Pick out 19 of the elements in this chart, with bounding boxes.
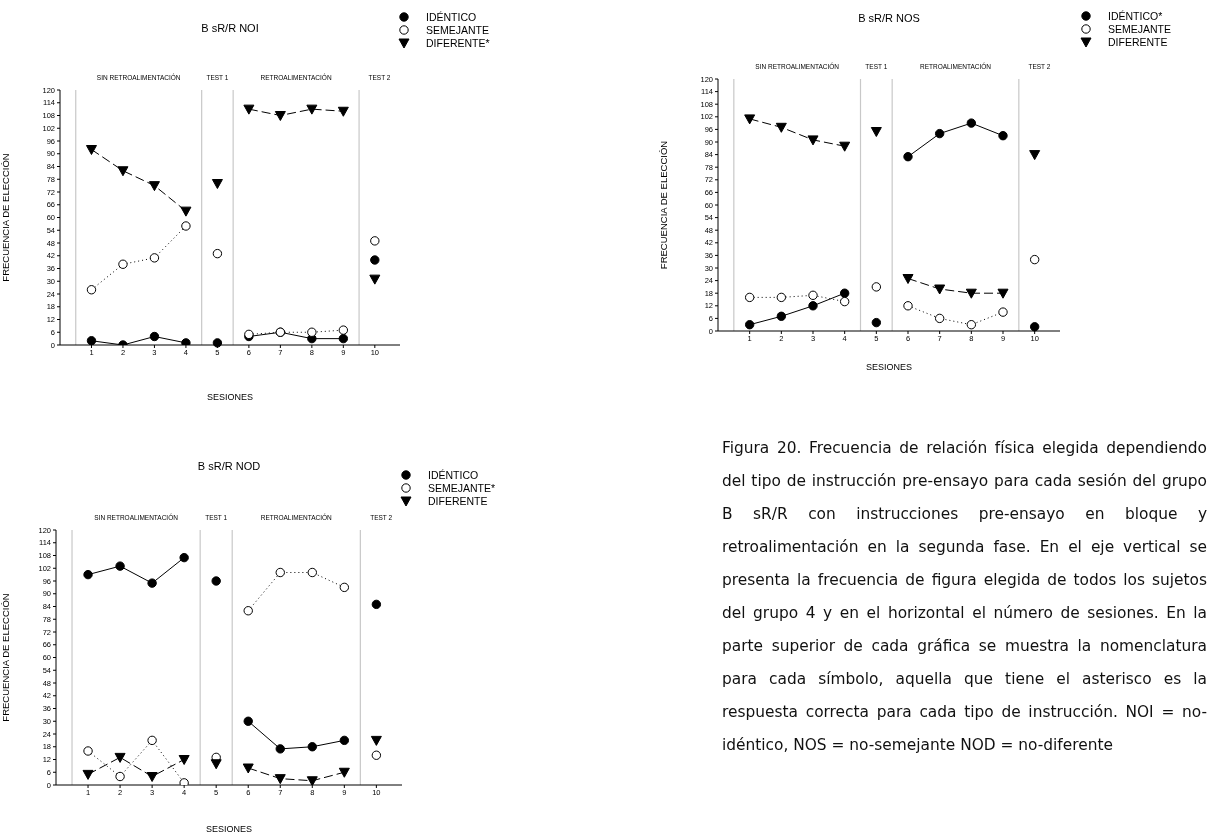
chart-title: B sR/R NOS — [857, 12, 921, 24]
legend-label: DIFERENTE — [1108, 35, 1168, 48]
y-axis-title: FRECUENCIA DE ELECCIÓN — [658, 140, 670, 270]
chart-title: B sR/R NOD — [196, 460, 262, 472]
y-axis-title: FRECUENCIA DE ELECCIÓN — [0, 153, 12, 282]
x-axis-title: SESIONES — [206, 392, 254, 402]
legend-label: IDÉNTICO — [426, 10, 477, 23]
legend-label: DIFERENTE — [428, 494, 488, 507]
legend-label: IDÉNTICO — [428, 468, 479, 481]
x-axis-title: SESIONES — [205, 824, 253, 832]
chart-title: B sR/R NOI — [200, 22, 260, 34]
legend-label: SEMEJANTE — [426, 23, 490, 36]
text: Figura 20. Frecuencia de relación física elegida dependiendo del tipo de instrucción pre-ensayo para cada sesión del grupo B sR/R con instrucciones pre-ensayo en bloque y retroalimentación en la segunda fase. En el eje vertical se presenta la frecuencia de figura elegida de todos los sujetos del grupo 4 y en el horizontal el número de sesiones. En la parte superior de cada gráfica se muestra la nomenclatura para cada símbolo, aquella que tiene el asterisco es la respuesta correcta para cada tipo de instrucción. NOI = no-idéntico, NOS = no-semejante NOD = no-diferente — [722, 439, 1207, 754]
x-axis-title: SESIONES — [865, 362, 913, 372]
legend-label: SEMEJANTE* — [428, 481, 496, 494]
legend-label: SEMEJANTE — [1108, 22, 1172, 35]
legend-label: DIFERENTE* — [426, 36, 490, 49]
legend-label: IDÉNTICO* — [1108, 9, 1163, 22]
y-axis-title: FRECUENCIA DE ELECCIÓN — [0, 593, 12, 722]
